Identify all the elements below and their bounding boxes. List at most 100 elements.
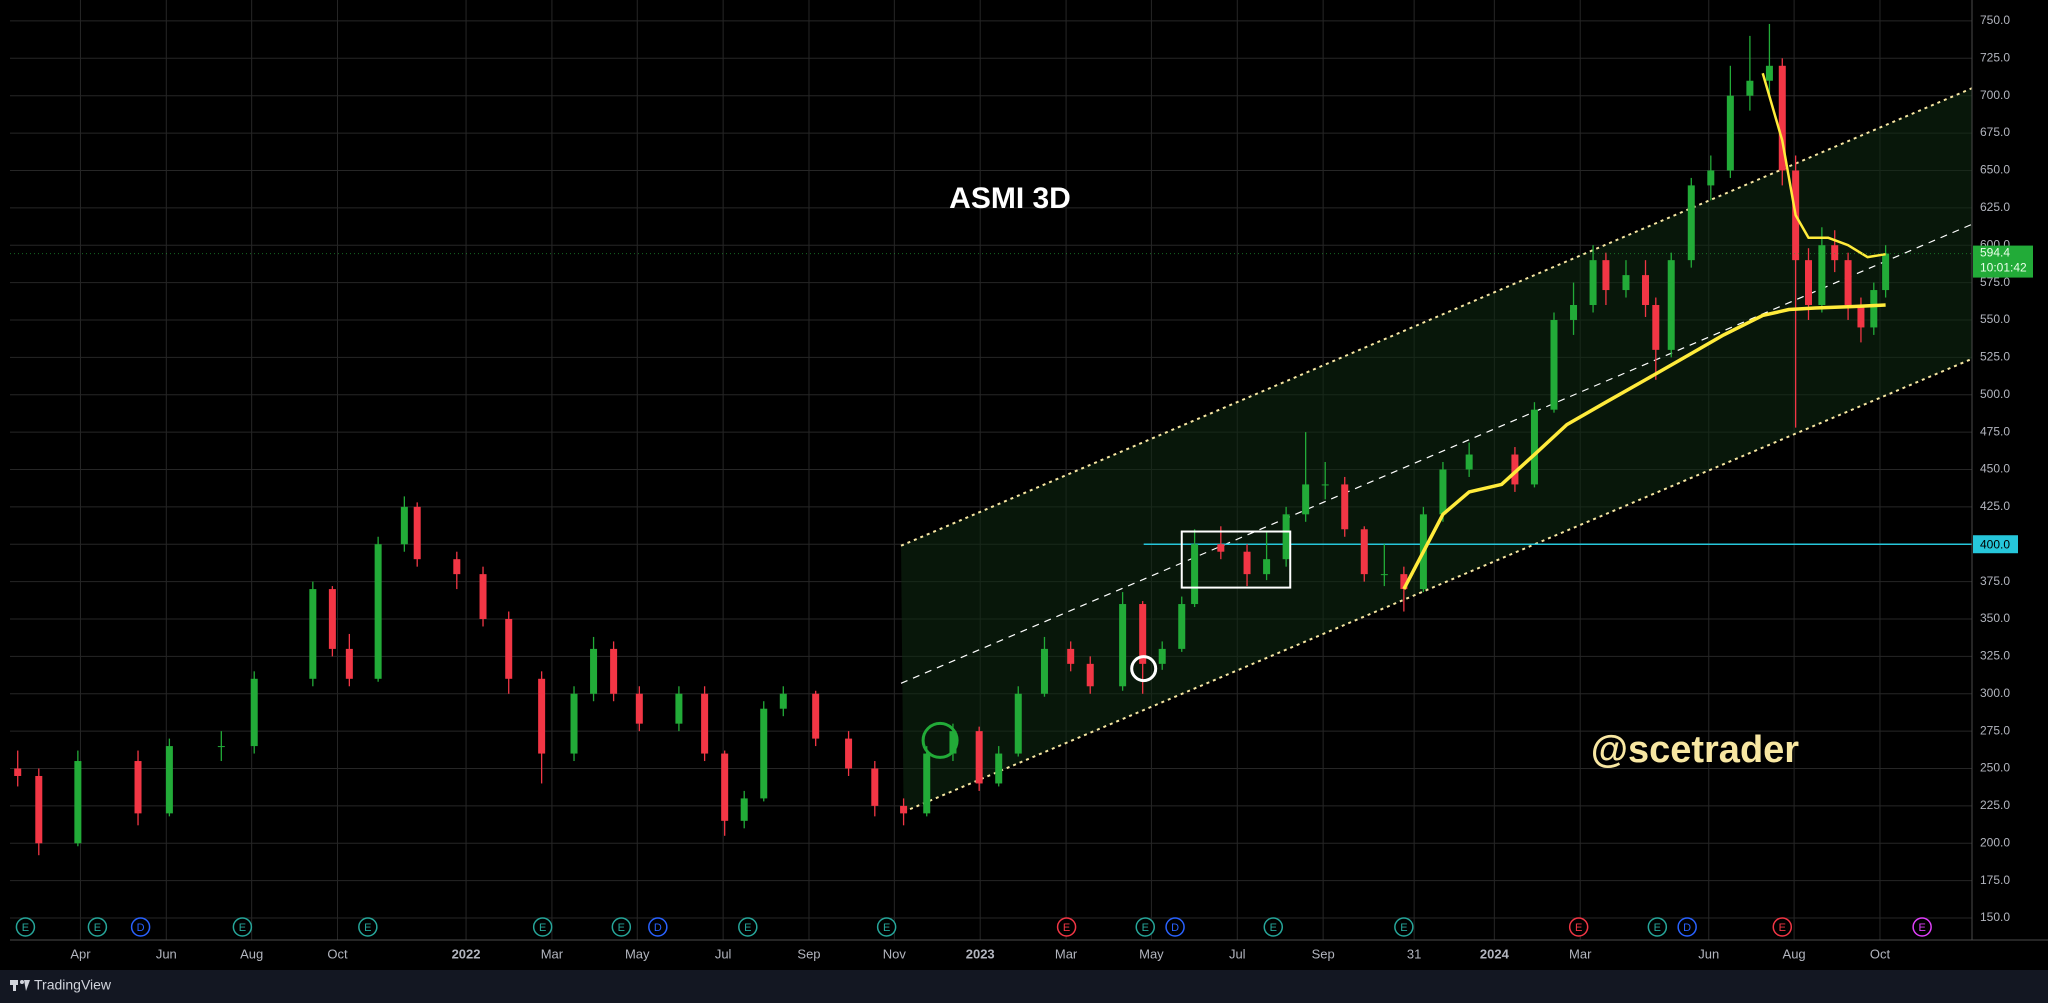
candle-body — [400, 506, 408, 545]
candle-body — [14, 768, 22, 776]
event-marker — [1394, 917, 1414, 937]
event-label: E — [1400, 922, 1407, 934]
event-label: E — [364, 922, 371, 934]
candle-body — [1687, 185, 1695, 261]
candle-body — [1465, 454, 1473, 470]
x-tick-label: Oct — [1870, 946, 1891, 961]
candle-body — [309, 589, 317, 679]
event-label: E — [1654, 922, 1661, 934]
y-tick-label: 350.0 — [1980, 611, 2010, 625]
event-marker — [611, 917, 632, 937]
candle-body — [1831, 245, 1839, 261]
x-tick-label: Jun — [1698, 946, 1719, 961]
candle-body — [74, 761, 82, 844]
event-label: E — [1575, 922, 1582, 934]
event-marker — [130, 917, 151, 937]
y-tick-label: 500.0 — [1980, 387, 2010, 401]
channel-line — [900, 87, 1972, 547]
brand: TradingView — [34, 977, 112, 993]
event-marker — [1263, 917, 1284, 937]
candle-body — [1550, 319, 1558, 410]
event-marker — [1165, 917, 1185, 937]
candle-body — [1726, 95, 1734, 171]
candle-body — [1765, 65, 1773, 81]
y-tick-label: 450.0 — [1980, 462, 2010, 476]
level-price-tag — [1973, 535, 2018, 554]
event-marker — [232, 917, 253, 937]
candle-body — [165, 746, 173, 814]
candle-body — [328, 589, 336, 649]
y-tick-label: 200.0 — [1980, 835, 2010, 849]
y-tick-label: 250.0 — [1980, 761, 2010, 775]
candle-body — [1158, 648, 1166, 664]
candle-body — [610, 648, 618, 694]
x-tick-label: 2023 — [966, 946, 995, 961]
candle-body — [1067, 648, 1075, 664]
candle-body — [1400, 574, 1408, 590]
event-marker — [648, 917, 668, 937]
candle-body — [374, 544, 382, 679]
candle-body — [1014, 693, 1022, 754]
footer-bar — [0, 970, 2048, 1003]
event-marker — [876, 917, 897, 937]
candle-body — [538, 678, 546, 754]
event-label: E — [94, 922, 101, 934]
candle-body — [1589, 260, 1597, 306]
candle-body — [479, 574, 487, 619]
candle-body — [1191, 544, 1199, 605]
x-tick-label: Sep — [1312, 946, 1335, 961]
event-marker — [532, 917, 553, 937]
x-tick-label: Oct — [327, 946, 348, 961]
candle-body — [345, 648, 353, 679]
x-tick-label: Jul — [1229, 946, 1246, 961]
candle-body — [1746, 80, 1754, 96]
event-label: E — [1270, 922, 1277, 934]
candle-body — [1805, 260, 1812, 306]
candle-body — [845, 738, 853, 769]
candle-body — [1870, 290, 1878, 328]
y-tick-label: 550.0 — [1980, 312, 2010, 326]
candle-body — [721, 753, 729, 821]
x-tick-label: Mar — [1055, 946, 1078, 961]
event-label: E — [744, 922, 751, 934]
brand-logo — [10, 980, 30, 991]
candle-body — [923, 753, 931, 814]
event-label: E — [883, 922, 890, 934]
event-marker — [1056, 917, 1077, 937]
event-marker — [1135, 917, 1155, 937]
candle-body — [1844, 260, 1852, 306]
event-marker — [1647, 917, 1668, 937]
event-marker — [87, 917, 108, 937]
candle-body — [1642, 275, 1650, 306]
x-tick-label: Jul — [715, 946, 732, 961]
x-tick-label: May — [625, 946, 650, 961]
x-tick-label: Mar — [541, 946, 564, 961]
candle-body — [1667, 260, 1675, 350]
candle-body — [779, 693, 787, 709]
candle-body — [1778, 65, 1786, 171]
y-tick-label: 275.0 — [1980, 723, 2010, 737]
candle-body — [1302, 484, 1310, 515]
event-label: E — [618, 922, 625, 934]
event-marker — [15, 917, 36, 937]
event-marker — [1677, 917, 1697, 937]
candle-body — [760, 708, 768, 799]
candle-body — [812, 693, 820, 739]
candle-body — [453, 559, 461, 575]
candle-body — [1178, 604, 1186, 649]
axes: 150.0 175.0 200.0 225.0 250.0 275.0 300.0 325.0… — [70, 13, 2033, 961]
y-tick-label: 375.0 — [1980, 574, 2010, 588]
candle-body — [1341, 484, 1349, 530]
candle-body — [217, 746, 225, 748]
candle-body — [35, 775, 43, 844]
candle-body — [1360, 529, 1368, 575]
event-label: D — [137, 922, 145, 934]
x-tick-label: 2022 — [452, 946, 481, 961]
x-tick-label: Mar — [1569, 946, 1592, 961]
event-marker — [358, 917, 378, 937]
channel-fill — [901, 88, 1972, 812]
y-tick-label: 575.0 — [1980, 275, 2010, 289]
moving-average — [1402, 303, 1886, 590]
